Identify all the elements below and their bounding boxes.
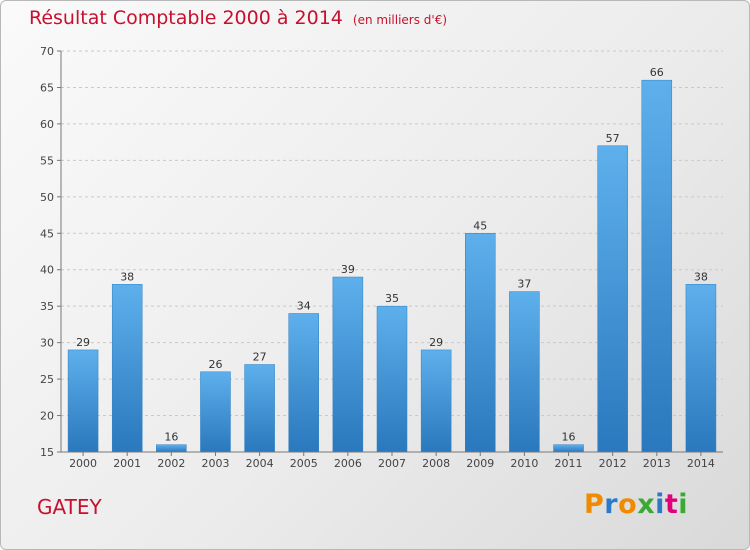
- y-tick-label: 40: [40, 264, 54, 277]
- y-tick-label: 50: [40, 191, 54, 204]
- x-tick-label: 2012: [599, 457, 627, 470]
- x-tick-label: 2007: [378, 457, 406, 470]
- proxiti-logo: Proxiti: [584, 489, 688, 520]
- data-label: 27: [253, 351, 267, 364]
- x-tick-label: 2009: [466, 457, 494, 470]
- y-tick-label: 15: [40, 446, 54, 459]
- bar: [200, 371, 231, 453]
- bar: [553, 444, 584, 453]
- logo-letter: o: [618, 489, 638, 520]
- data-label: 38: [694, 270, 708, 283]
- x-tick-label: 2010: [510, 457, 538, 470]
- y-tick-label: 35: [40, 300, 54, 313]
- data-label: 57: [606, 132, 620, 145]
- x-tick-label: 2003: [201, 457, 229, 470]
- y-tick-label: 60: [40, 118, 54, 131]
- x-tick-label: 2006: [334, 457, 362, 470]
- data-label: 26: [208, 358, 222, 371]
- logo-letter: x: [637, 489, 656, 520]
- data-label: 66: [650, 66, 664, 79]
- x-tick-label: 2002: [157, 457, 185, 470]
- data-label: 35: [385, 292, 399, 305]
- x-tick-label: 2013: [643, 457, 671, 470]
- bar: [420, 349, 452, 453]
- logo-letter: t: [664, 489, 679, 520]
- bar: [641, 79, 673, 453]
- bar: [376, 305, 408, 453]
- x-tick-label: 2008: [422, 457, 450, 470]
- data-label: 16: [164, 431, 178, 444]
- chart-title: Résultat Comptable 2000 à 2014 (en millie…: [29, 7, 447, 29]
- data-label: 34: [297, 299, 311, 312]
- x-tick-label: 2004: [246, 457, 274, 470]
- bar: [111, 284, 143, 453]
- bar: [67, 349, 99, 453]
- y-tick-label: 55: [40, 154, 54, 167]
- data-label: 38: [120, 270, 134, 283]
- y-tick-label: 45: [40, 227, 54, 240]
- x-tick-label: 2005: [290, 457, 318, 470]
- y-tick-label: 25: [40, 373, 54, 386]
- bar: [332, 276, 364, 453]
- data-label: 37: [517, 278, 531, 291]
- chart-subtitle: (en milliers d'€): [352, 13, 448, 27]
- logo-letter: i: [678, 489, 689, 520]
- y-tick-label: 70: [40, 45, 54, 58]
- x-tick-label: 2011: [555, 457, 583, 470]
- chart-title-main: Résultat Comptable 2000 à 2014: [29, 7, 343, 29]
- data-label: 16: [562, 431, 576, 444]
- x-tick-label: 2014: [687, 457, 715, 470]
- bar: [288, 313, 319, 453]
- data-label: 29: [76, 336, 90, 349]
- bar: [685, 284, 717, 453]
- commune-name: GATEY: [37, 495, 102, 519]
- y-tick-label: 30: [40, 337, 54, 350]
- data-label: 29: [429, 336, 443, 349]
- x-tick-label: 2000: [69, 457, 97, 470]
- bar: [465, 233, 496, 453]
- data-label: 45: [473, 219, 487, 232]
- logo-letter: r: [604, 489, 619, 520]
- y-tick-label: 20: [40, 410, 54, 423]
- logo-letter: i: [655, 489, 665, 520]
- y-tick-label: 65: [40, 81, 54, 94]
- x-tick-label: 2001: [113, 457, 141, 470]
- bar: [244, 364, 275, 453]
- bar: [156, 444, 187, 453]
- bar: [597, 145, 628, 453]
- bar: [509, 291, 540, 453]
- logo-letter: P: [584, 489, 605, 520]
- data-label: 39: [341, 263, 355, 276]
